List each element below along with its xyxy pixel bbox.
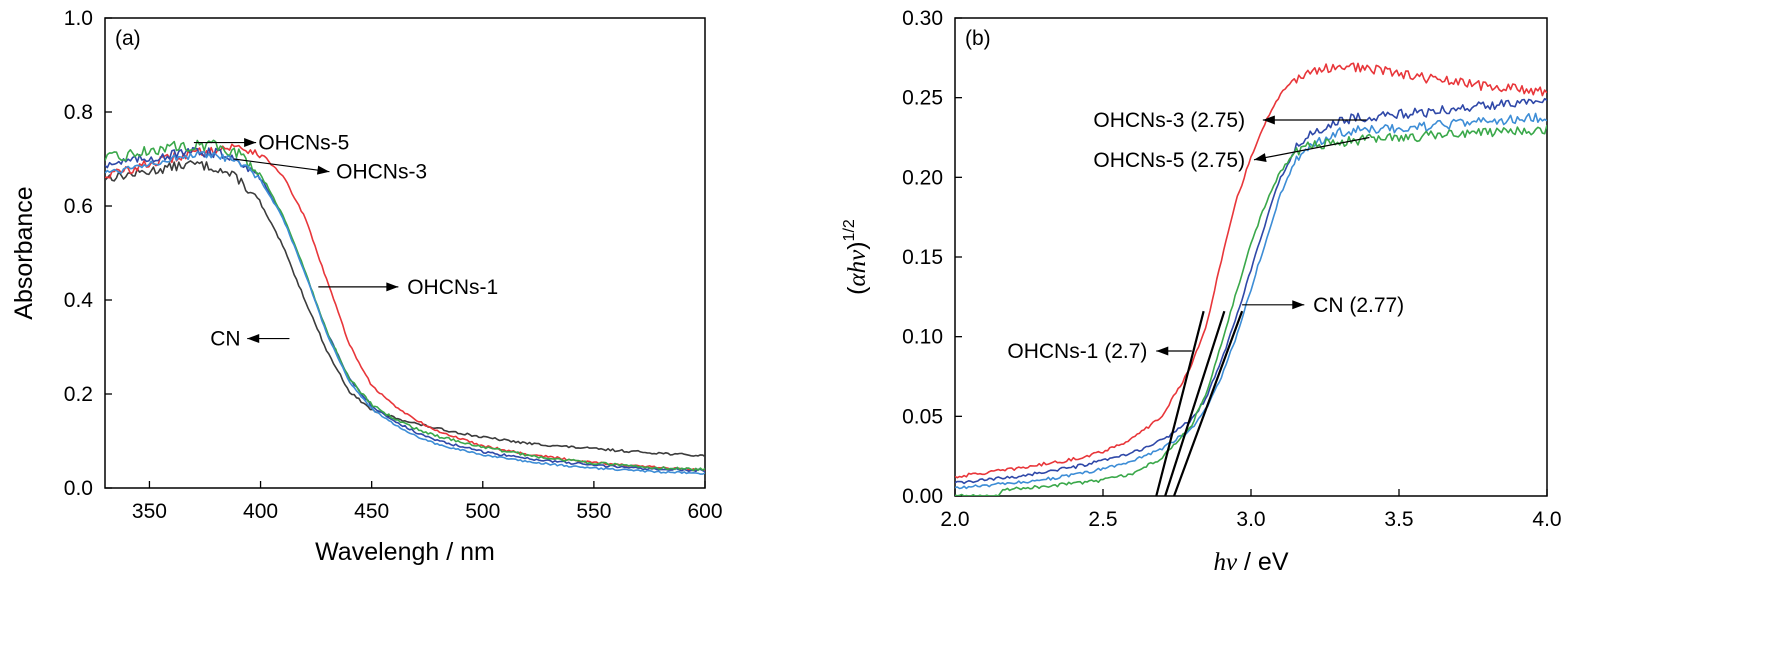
- x-axis-title: Wavelengh / nm: [315, 538, 495, 566]
- series-line-ohcns-5: [955, 124, 1547, 496]
- x-tick-label: 3.5: [1384, 508, 1413, 531]
- series-line-ohcns-1: [955, 62, 1547, 479]
- annotation-arrowhead: [1292, 300, 1305, 310]
- series-line-cn: [955, 112, 1547, 490]
- plot-frame: [954, 17, 1548, 497]
- x-tick-label: 550: [576, 500, 611, 523]
- y-tick-label: 0.6: [64, 195, 93, 218]
- x-tick-label: 2.0: [940, 508, 969, 531]
- y-tick-label: 0.15: [902, 246, 943, 269]
- annotation-label: OHCNs-1: [407, 276, 498, 299]
- annotation-arrowhead: [386, 282, 399, 292]
- x-tick-label: 3.0: [1236, 508, 1265, 531]
- y-tick-label: 0.05: [902, 405, 943, 428]
- series-line-unlabelled: [105, 151, 705, 475]
- annotation-arrowhead: [1253, 153, 1267, 162]
- y-tick-label: 0.20: [902, 166, 943, 189]
- x-tick-label: 350: [132, 500, 167, 523]
- y-tick-label: 0.10: [902, 326, 943, 349]
- series-line-ohcns-3: [955, 97, 1547, 485]
- annotation-arrowhead: [1262, 115, 1275, 125]
- panel-label: (a): [115, 27, 141, 50]
- y-tick-label: 0.25: [902, 87, 943, 110]
- series-line-cn: [105, 160, 705, 458]
- y-tick-label: 0.0: [64, 477, 93, 500]
- y-tick-label: 1.0: [64, 7, 93, 30]
- annotation-arrow-line: [1253, 136, 1370, 161]
- x-axis-title: hν / eV: [1213, 548, 1288, 576]
- y-axis-title: (αhν)1/2: [841, 219, 871, 295]
- annotation-label: CN: [210, 328, 240, 351]
- annotation-label: OHCNs-1 (2.7): [1007, 340, 1147, 363]
- y-tick-label: 0.30: [902, 7, 943, 30]
- x-tick-label: 400: [243, 500, 278, 523]
- annotation-label: CN (2.77): [1313, 294, 1404, 317]
- tangent-line: [1164, 310, 1226, 497]
- y-tick-label: 0.00: [902, 485, 943, 508]
- y-tick-label: 0.2: [64, 383, 93, 406]
- annotation-arrowhead: [316, 165, 330, 175]
- tangent-line: [1173, 310, 1244, 497]
- y-tick-label: 0.4: [64, 289, 94, 312]
- x-tick-label: 450: [354, 500, 389, 523]
- plot-frame: [104, 17, 706, 489]
- series-line-ohcns-1: [105, 143, 705, 472]
- x-tick-label: 500: [465, 500, 500, 523]
- panel-b-tauc-plot: 2.0 2.5 3.0 3.5 4.0 0.00 0.05 0.10 0.15 0.20 0.25 0…: [841, 7, 1562, 576]
- series-line-ohcns-5: [105, 139, 705, 472]
- tangent-line: [1155, 310, 1205, 497]
- x-tick-label: 4.0: [1532, 508, 1561, 531]
- annotation-arrowhead: [1156, 346, 1169, 356]
- series-line-ohcns-3: [105, 147, 705, 473]
- y-axis-title: Absorbance: [10, 186, 38, 319]
- panel-a-absorbance-chart: 350 400 450 500 550 600 0.0 0.2 0.4 0.6 0.8 1.0 (a) W…: [10, 7, 723, 566]
- annotation-arrowhead: [247, 334, 260, 344]
- annotation-label: OHCNs-5: [258, 132, 349, 155]
- y-tick-label: 0.8: [64, 101, 93, 124]
- panel-label: (b): [965, 27, 991, 50]
- annotation-label: OHCNs-3 (2.75): [1093, 109, 1245, 132]
- annotation-arrowhead: [244, 138, 257, 148]
- annotation-label: OHCNs-5 (2.75): [1093, 149, 1245, 172]
- annotation-arrow-line: [233, 158, 330, 173]
- x-tick-label: 600: [687, 500, 722, 523]
- annotation-label: OHCNs-3: [336, 161, 427, 184]
- x-tick-label: 2.5: [1088, 508, 1117, 531]
